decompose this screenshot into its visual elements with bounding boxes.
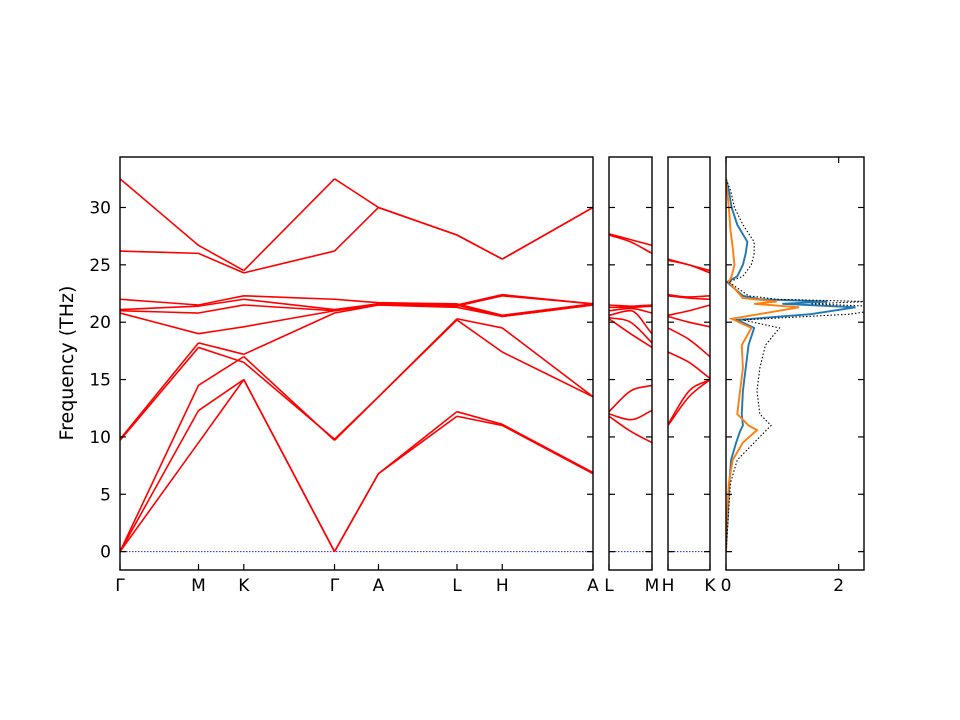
x-tick-label: K <box>704 576 716 596</box>
x-tick-label: A <box>587 576 599 596</box>
phonon-band <box>609 307 652 314</box>
plot-area <box>120 178 593 553</box>
dos-partial-line <box>726 178 856 552</box>
axes-frame <box>725 156 865 571</box>
x-tick-label: 0 <box>721 576 732 596</box>
phonon-band <box>609 415 652 444</box>
y-tick-label: 30 <box>89 198 111 218</box>
phonon-band <box>609 234 652 255</box>
phonon-band <box>668 327 710 358</box>
y-tick-label: 0 <box>100 543 111 563</box>
phonon-band <box>609 304 652 307</box>
plot-area <box>726 178 864 552</box>
phonon-band <box>609 233 652 247</box>
dos-partial-line <box>726 178 800 552</box>
phonon-band <box>668 378 710 425</box>
y-axis-label: Frequency (THz) <box>56 286 78 441</box>
axes-frame <box>608 156 653 571</box>
dos-total-line <box>726 178 864 552</box>
phonon-band <box>668 351 710 380</box>
plot-area <box>609 233 652 553</box>
phonon-band <box>609 384 652 413</box>
x-tick-label: Γ <box>330 576 340 596</box>
y-tick-label: 10 <box>89 428 111 448</box>
phonon-band <box>668 295 710 301</box>
x-tick-label: L <box>604 576 614 596</box>
phonon-band <box>668 259 710 274</box>
y-tick-label: 25 <box>89 256 111 276</box>
x-tick-label: H <box>496 576 509 596</box>
phonon-band <box>609 318 652 349</box>
phonon-band <box>120 206 593 274</box>
x-tick-label: M <box>191 576 206 596</box>
axes-frame <box>119 156 594 571</box>
phonon-band <box>120 178 593 272</box>
phonon-band <box>120 295 593 317</box>
phonon-band <box>668 304 710 317</box>
x-tick-label: A <box>373 576 385 596</box>
phonon-band <box>609 309 652 335</box>
phonon-band <box>609 305 652 309</box>
y-tick-label: 20 <box>89 313 111 333</box>
x-tick-label: K <box>238 576 250 596</box>
x-tick-label: 2 <box>833 576 844 596</box>
phonon-band <box>668 315 710 328</box>
phonon-band <box>668 293 710 298</box>
axes-frame <box>667 156 711 571</box>
x-tick-label: M <box>645 576 660 596</box>
phonon-band <box>120 317 593 441</box>
plot-area <box>668 258 710 553</box>
phonon-band <box>609 409 652 421</box>
x-tick-label: H <box>662 576 675 596</box>
phonon-band <box>120 379 593 553</box>
band-panel-1: Γ M K Γ A L H A 0 5 10 15 20 25 30 <box>89 156 599 596</box>
phonon-band <box>668 378 710 426</box>
x-tick-label: L <box>452 576 462 596</box>
x-tick-label: Γ <box>115 576 125 596</box>
phonon-band <box>120 298 593 318</box>
phonon-band <box>120 378 593 553</box>
phonon-band <box>668 258 710 272</box>
y-tick-label: 5 <box>100 485 111 505</box>
y-tick-label: 15 <box>89 371 111 391</box>
phonon-band <box>609 316 652 344</box>
